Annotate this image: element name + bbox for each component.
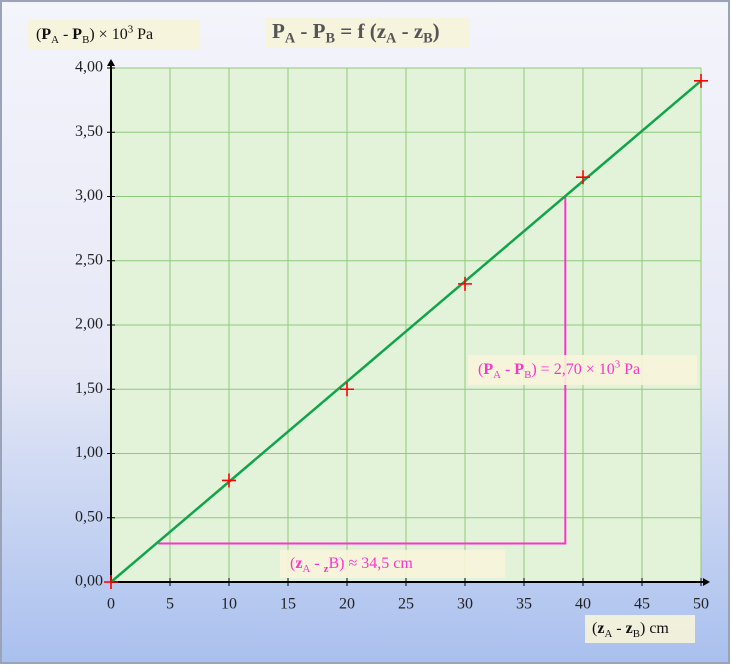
x-tick-label: 5 <box>166 596 174 613</box>
label-part: B <box>325 31 335 47</box>
data-point <box>458 276 472 291</box>
label: PA - PB = f (zA - zB) <box>272 19 440 47</box>
data-point <box>104 575 118 589</box>
label-part: A <box>302 562 310 574</box>
label-part: z <box>414 19 423 43</box>
x-tick-label: 25 <box>398 596 414 613</box>
y-tick-label: 2,00 <box>75 316 103 333</box>
data-point <box>694 73 708 88</box>
x-tick-label: 30 <box>457 596 473 613</box>
y-tick-label: 1,50 <box>75 380 103 397</box>
label-box <box>468 355 697 385</box>
label: (zA - zB) ≈ 34,5 cm <box>290 555 413 575</box>
label-part: B <box>524 368 531 380</box>
fit-line <box>110 79 702 583</box>
label-part: A <box>51 33 59 45</box>
label-part: A <box>604 627 612 639</box>
label-part: B <box>633 627 640 639</box>
label-part: ) = 2,70 × 10 <box>531 361 614 378</box>
guide-line <box>158 196 567 545</box>
x-tick-label: 0 <box>107 596 115 613</box>
label-part: - <box>501 361 514 378</box>
y-tick-label: 2,50 <box>75 251 103 268</box>
label-part: ) ≈ 34,5 cm <box>339 555 413 572</box>
data-point <box>340 382 354 397</box>
label: (zA - zB) cm <box>592 620 669 640</box>
y-tick-label: 1,00 <box>75 444 103 461</box>
label-box <box>28 20 200 50</box>
label-part: P <box>41 26 51 43</box>
label-part: - <box>310 555 323 572</box>
y-tick-label: 3,50 <box>75 123 103 140</box>
x-tick-label: 40 <box>575 596 591 613</box>
label-part: 3 <box>615 358 621 370</box>
label-part: A <box>493 368 501 380</box>
arrow <box>107 59 115 66</box>
label-part: ( <box>290 555 295 572</box>
label-part: ( <box>478 361 483 378</box>
label-part: P <box>483 361 493 378</box>
y-tick-label: 0,50 <box>75 508 103 525</box>
label-part: - <box>612 620 625 637</box>
label-part: P <box>272 19 285 43</box>
grid <box>107 59 710 586</box>
label-part: z <box>597 620 604 637</box>
label-part: ) cm <box>640 620 669 637</box>
label-part: B <box>423 31 433 47</box>
label-part: ( <box>36 26 41 43</box>
x-tick-label: 50 <box>693 596 709 613</box>
label-part: - <box>396 19 414 43</box>
label-part: P <box>514 361 524 378</box>
label-part: ) <box>433 19 440 43</box>
x-tick-label: 45 <box>634 596 650 613</box>
x-tick-label: 35 <box>516 596 532 613</box>
label-part: Pa <box>133 26 153 43</box>
label-part: z <box>626 620 633 637</box>
label-part: B <box>328 555 339 572</box>
y-tick-label: 0,00 <box>75 573 103 590</box>
label-part: P <box>313 19 326 43</box>
label-part: ) × 10 <box>89 26 127 43</box>
label-box <box>585 615 695 643</box>
label-part: Pa <box>620 361 640 378</box>
label: (PA - PB) × 103 Pa <box>36 23 153 45</box>
label-part: 3 <box>128 23 134 35</box>
x-tick-label: 15 <box>280 596 296 613</box>
label: (PA - PB) = 2,70 × 103 Pa <box>478 358 640 380</box>
data-point <box>576 170 590 185</box>
y-tick-label: 4,00 <box>75 59 103 76</box>
data-point <box>222 473 236 488</box>
label-part: A <box>386 31 397 47</box>
x-tick-label: 10 <box>221 596 237 613</box>
label-part: z <box>295 555 302 572</box>
label-part: B <box>82 33 89 45</box>
label-part: - <box>295 19 313 43</box>
label-part: - <box>59 26 72 43</box>
label-box <box>280 550 505 578</box>
y-tick-label: 3,00 <box>75 187 103 204</box>
marks <box>104 73 708 589</box>
label-part: z <box>377 19 386 43</box>
x-tick-label: 20 <box>339 596 355 613</box>
label-part: A <box>285 31 296 47</box>
labels: 0 5 10 15 20 25 30 35 40 45 50 0,00 0,50 1,00 1,50 2,00… <box>28 18 709 643</box>
label-box <box>265 18 470 48</box>
label-part: = f ( <box>335 19 377 43</box>
label-part: z <box>324 562 329 574</box>
arrow <box>703 578 710 586</box>
label-part: P <box>72 26 82 43</box>
label-part: ( <box>592 620 597 637</box>
